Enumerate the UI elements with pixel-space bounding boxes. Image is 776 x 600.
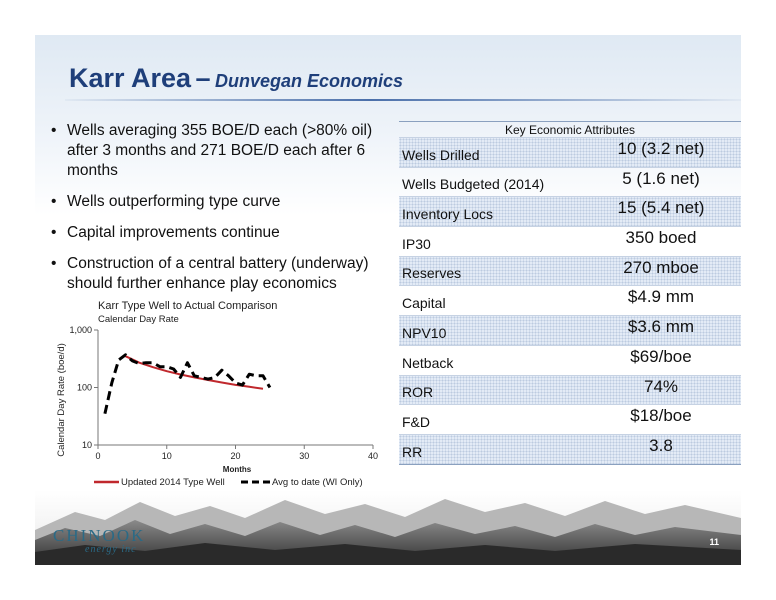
table-row: Inventory Locs 15 (5.4 net) bbox=[399, 196, 741, 227]
row-label: IP30 bbox=[402, 235, 431, 252]
bullet-text: Capital improvements continue bbox=[67, 224, 280, 241]
table-row: ROR 74% bbox=[399, 374, 741, 405]
y-tick-label: 1,000 bbox=[69, 325, 92, 335]
page-title: Karr Area – Dunvegan Economics bbox=[69, 63, 403, 94]
legend-label-type-well: Updated 2014 Type Well bbox=[121, 477, 225, 488]
table-row: IP30 350 boed bbox=[399, 226, 741, 256]
legend-label-avg: Avg to date (WI Only) bbox=[272, 477, 363, 488]
row-value: $3.6 mm bbox=[627, 317, 695, 337]
row-value: $4.9 mm bbox=[627, 287, 695, 307]
row-value: 10 (3.2 net) bbox=[617, 139, 705, 158]
bullet-text: Construction of a central battery (under… bbox=[67, 255, 369, 292]
row-value: 350 boed bbox=[625, 228, 697, 248]
row-label: F&D bbox=[402, 413, 430, 430]
bullet-dot-icon: • bbox=[51, 224, 57, 241]
bullet-text: Wells averaging 355 BOE/D each (>80% oil… bbox=[67, 122, 373, 179]
row-label: NPV10 bbox=[402, 324, 447, 341]
row-value: $69/boe bbox=[630, 346, 692, 366]
row-value: 3.8 bbox=[649, 435, 673, 455]
x-tick-label: 10 bbox=[162, 451, 172, 461]
x-tick-label: 0 bbox=[95, 451, 100, 461]
company-logo-tagline: energy inc bbox=[85, 544, 137, 555]
row-value: 5 (1.6 net) bbox=[622, 168, 700, 188]
title-subtitle: Dunvegan Economics bbox=[215, 71, 404, 91]
table-row: Wells Drilled 10 (3.2 net) bbox=[399, 137, 741, 167]
title-separator: – bbox=[195, 63, 211, 93]
chart-subtitle: Calendar Day Rate bbox=[98, 314, 179, 325]
table-header: Key Economic Attributes bbox=[399, 121, 741, 137]
chart-y-axis-label: Calendar Day Rate (boe/d) bbox=[56, 343, 67, 457]
row-label: RR bbox=[402, 443, 423, 460]
table-row: NPV10 $3.6 mm bbox=[399, 315, 741, 345]
x-tick-label: 30 bbox=[299, 451, 309, 461]
row-value: 15 (5.4 net) bbox=[617, 198, 705, 218]
bullet-dot-icon: • bbox=[51, 122, 57, 139]
chart-series-group bbox=[103, 353, 272, 415]
chart-legend: Updated 2014 Type Well Avg to date (WI O… bbox=[94, 477, 363, 488]
row-value: 74% bbox=[643, 376, 679, 396]
page-number: 11 bbox=[709, 537, 719, 547]
table-row: RR 3.8 bbox=[399, 433, 741, 464]
row-value: $18/boe bbox=[630, 406, 692, 426]
table-row: Netback $69/boe bbox=[399, 344, 741, 375]
title-main: Karr Area bbox=[69, 63, 192, 93]
bullet-item: • Construction of a central battery (unde… bbox=[49, 254, 389, 294]
y-tick-label: 100 bbox=[77, 383, 92, 393]
mountain-banner bbox=[35, 490, 741, 565]
x-tick-label: 20 bbox=[230, 451, 240, 461]
table-row: F&D $18/boe bbox=[399, 404, 741, 434]
row-label: Wells Budgeted (2014) bbox=[402, 176, 545, 193]
title-rule bbox=[65, 99, 741, 101]
table-row: Capital $4.9 mm bbox=[399, 285, 741, 315]
table-bottom-rule bbox=[399, 463, 741, 465]
bullet-text: Wells outperforming type curve bbox=[67, 193, 281, 210]
bullet-item: • Wells outperforming type curve bbox=[49, 192, 389, 212]
series-avg-to-date-line bbox=[103, 353, 272, 415]
x-tick-label: 40 bbox=[368, 451, 378, 461]
chart-title: Karr Type Well to Actual Comparison bbox=[98, 300, 277, 312]
bullet-dot-icon: • bbox=[51, 255, 57, 272]
bullet-dot-icon: • bbox=[51, 193, 57, 210]
row-label: ROR bbox=[402, 384, 434, 401]
company-logo-name: CHINOOK bbox=[53, 526, 146, 545]
type-well-chart: Karr Type Well to Actual Comparison Cale… bbox=[56, 300, 378, 488]
row-label: Netback bbox=[402, 354, 454, 371]
row-value: 270 mboe bbox=[623, 257, 699, 277]
chart-x-axis-label: Months bbox=[223, 465, 252, 474]
bullet-item: • Wells averaging 355 BOE/D each (>80% oi… bbox=[49, 121, 389, 181]
economics-table: Key Economic Attributes Wells Drilled 10 … bbox=[399, 121, 741, 465]
slide: Karr Area – Dunvegan Economics • Wells av… bbox=[35, 35, 741, 565]
row-label: Inventory Locs bbox=[402, 206, 494, 223]
row-label: Reserves bbox=[402, 265, 462, 282]
y-tick-label: 10 bbox=[82, 440, 92, 450]
table-row: Reserves 270 mboe bbox=[399, 255, 741, 286]
bullet-list: • Wells averaging 355 BOE/D each (>80% oi… bbox=[49, 121, 389, 305]
bullet-item: • Capital improvements continue bbox=[49, 223, 389, 243]
row-label: Wells Drilled bbox=[402, 146, 480, 163]
table-row: Wells Budgeted (2014) 5 (1.6 net) bbox=[399, 166, 741, 197]
row-label: Capital bbox=[402, 295, 446, 312]
